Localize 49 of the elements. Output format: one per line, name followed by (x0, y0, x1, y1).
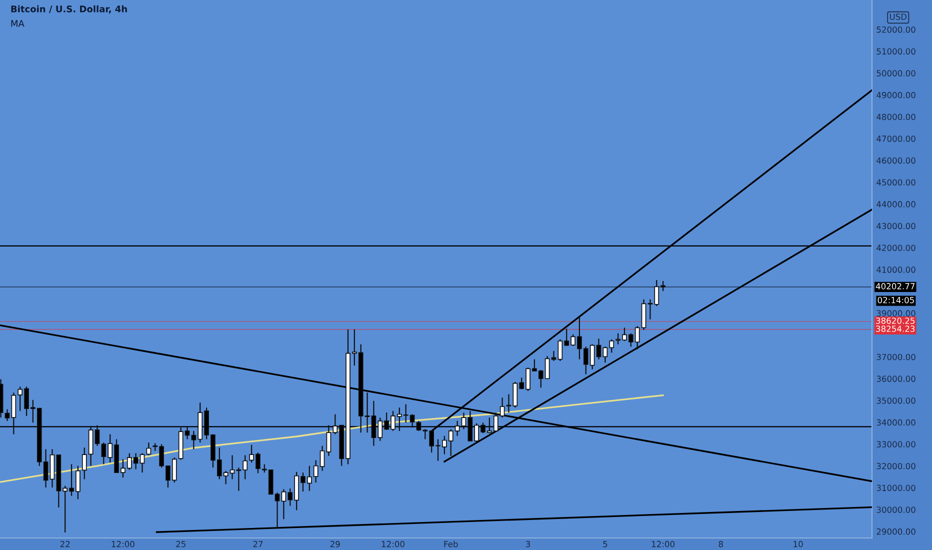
candlestick (551, 350, 556, 362)
x-tick-label: 10 (794, 540, 803, 548)
candlestick (641, 298, 646, 331)
ref-line-label: 40202.77 (876, 283, 915, 290)
y-tick-label: 49000.00 (876, 92, 916, 98)
y-tick-label: 50000.00 (876, 70, 916, 76)
x-tick-label: 22 (60, 540, 70, 548)
candlestick (596, 338, 602, 360)
y-tick-label: 43000.00 (876, 222, 916, 230)
y-tick-label: 48000.00 (876, 114, 916, 120)
y-axis-title: USD (890, 14, 907, 20)
y-tick-label: 39000.00 (876, 310, 916, 316)
y-tick-label: 46000.00 (876, 157, 916, 164)
text: Bitcoin / U.S. Dollar, 4h (11, 5, 127, 14)
candlestick (506, 394, 512, 414)
text: 02:14:05 (878, 296, 914, 304)
y-tick-label: 30000.00 (876, 506, 916, 513)
y-tick-label: 42000.00 (876, 244, 916, 252)
text: MA (11, 20, 24, 27)
y-tick-label: 33000.00 (876, 441, 916, 448)
y-tick-label: 41000.00 (876, 266, 916, 273)
y-tick-label: 32000.00 (876, 462, 916, 470)
y-tick-label: 44000.00 (876, 201, 916, 208)
candlestick (4, 408, 10, 422)
candlestick (140, 452, 145, 474)
y-tick-label: 52000.00 (876, 26, 916, 33)
y-tick-label: 36000.00 (876, 376, 916, 382)
y-tick-label: 51000.00 (876, 48, 916, 55)
y-tick-label: 35000.00 (876, 397, 916, 404)
x-tick-label: 8 (718, 540, 723, 548)
candlestick (146, 442, 152, 456)
x-tick-label: 5 (603, 541, 608, 548)
x-tick-label: 12:00 (112, 540, 134, 548)
x-tick-label: 25 (176, 540, 186, 548)
candlestick (230, 454, 235, 480)
y-tick-label: 45000.00 (876, 179, 916, 186)
ref-line-label: 38254.23 (876, 326, 915, 332)
y-tick-label: 29000.00 (876, 528, 916, 535)
y-tick-label: 31000.00 (876, 484, 916, 492)
ref-line-label: 38620.25 (876, 318, 915, 324)
x-tick-label: 12:00 (652, 540, 674, 548)
x-tick-label: 29 (330, 540, 340, 548)
y-tick-label: 37000.00 (876, 354, 916, 360)
y-tick-label: 34000.00 (876, 419, 916, 426)
y-tick-label: 47000.00 (876, 136, 916, 142)
x-tick-label: 3 (526, 540, 530, 548)
x-tick-label: 12:00 (382, 540, 404, 548)
x-tick-label: Feb (444, 540, 458, 548)
x-tick-label: 27 (253, 540, 263, 548)
